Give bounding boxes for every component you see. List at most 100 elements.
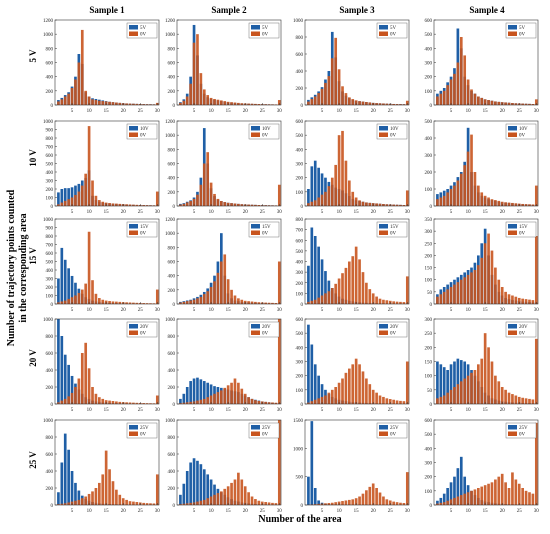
legend-label-15v: 15V [262, 225, 271, 230]
x-tick-label: 20 [121, 509, 127, 514]
legend-swatch-0v [251, 330, 260, 335]
column-title-sample-1: Sample 1 [89, 5, 125, 15]
y-tick-label: 1000 [43, 419, 54, 424]
x-tick-label: 5 [321, 210, 324, 215]
bar-0v-17 [111, 401, 115, 404]
bar-0v-30 [277, 261, 281, 304]
panel-frame [54, 318, 160, 405]
bar-0v-8 [459, 495, 463, 505]
bar-0v-28 [399, 502, 402, 505]
column-title-sample-3: Sample 3 [339, 5, 375, 15]
bar-0v-17 [111, 481, 115, 505]
bar-0v-21 [125, 103, 128, 105]
bar-0v-10 [87, 368, 91, 404]
bar-0v-16 [358, 496, 361, 505]
bar-0v-29 [402, 302, 406, 304]
bar-0v-16 [108, 101, 111, 105]
bar-0v-21 [375, 488, 378, 505]
bar-20v-1 [436, 361, 439, 404]
bar-25v-3 [185, 471, 189, 505]
bar-0v-30 [405, 100, 409, 105]
x-tick-label: 30 [405, 210, 411, 215]
x-tick-label: 20 [500, 308, 506, 313]
bar-0v-28 [528, 398, 531, 404]
x-tick-label: 25 [138, 308, 144, 313]
bar-0v-9 [463, 165, 467, 206]
bar-0v-2 [439, 396, 443, 404]
legend-label-5v: 5V [262, 26, 269, 31]
y-tick-label: 0 [430, 303, 433, 308]
bar-0v-17 [233, 295, 237, 304]
y-tick-label: 200 [46, 286, 54, 291]
bar-0v-20 [500, 201, 504, 206]
bar-15v-1 [307, 265, 310, 304]
bar-0v-5 [192, 198, 196, 206]
y-tick-label: 200 [168, 386, 176, 391]
y-tick-label: 0 [301, 104, 304, 109]
y-tick-label: 300 [296, 271, 304, 276]
x-tick-label: 25 [138, 509, 144, 514]
bar-0v-27 [145, 403, 149, 404]
y-tick-label: 600 [296, 239, 304, 244]
bar-0v-24 [385, 103, 389, 105]
bar-0v-15 [354, 197, 358, 206]
bar-0v-10 [209, 496, 213, 505]
bar-0v-13 [98, 298, 101, 304]
bar-0v-29 [531, 493, 535, 505]
bar-0v-12 [344, 372, 348, 404]
y-tick-label: 400 [46, 470, 54, 475]
bar-0v-15 [483, 195, 487, 206]
bar-0v-19 [368, 289, 372, 305]
bar-0v-30 [405, 472, 409, 505]
y-tick-label: 1000 [293, 447, 304, 452]
x-tick-label: 25 [138, 408, 144, 413]
y-tick-label: 300 [425, 462, 433, 467]
bar-0v-30 [534, 422, 538, 505]
bar-0v-3 [185, 402, 189, 404]
x-tick-label: 5 [193, 308, 196, 313]
bar-0v-17 [233, 378, 237, 404]
x-tick-label: 30 [405, 408, 411, 413]
bar-0v-2 [182, 402, 186, 404]
legend-swatch-20v [379, 324, 388, 329]
bar-0v-8 [80, 353, 84, 404]
bar-0v-8 [80, 185, 84, 206]
y-tick-label: 800 [296, 36, 304, 41]
bar-0v-12 [473, 172, 477, 206]
bar-0v-7 [456, 282, 460, 304]
bar-0v-28 [528, 492, 531, 505]
y-tick-label: 600 [425, 419, 433, 424]
x-tick-label: 30 [277, 210, 283, 215]
bar-0v-23 [254, 103, 257, 105]
bar-0v-15 [354, 100, 358, 105]
bar-0v-27 [145, 303, 149, 304]
y-tick-label: 600 [168, 163, 176, 168]
legend-label-20v: 20V [390, 325, 399, 330]
bar-0v-9 [84, 90, 88, 105]
y-tick-label: 50 [427, 389, 433, 394]
bar-0v-20 [500, 287, 504, 304]
bar-0v-28 [528, 204, 531, 206]
bar-0v-21 [247, 397, 250, 404]
bar-0v-24 [514, 296, 518, 304]
legend-label-0v: 0V [519, 232, 526, 237]
bar-0v-11 [213, 393, 216, 404]
legend-swatch-0v [129, 330, 138, 335]
x-tick-label: 20 [371, 509, 377, 514]
bar-20v-1 [307, 324, 310, 404]
x-tick-label: 30 [534, 109, 540, 114]
bar-0v-28 [271, 502, 274, 506]
bar-0v-16 [108, 400, 111, 404]
bar-0v-10 [466, 79, 470, 105]
x-tick-label: 15 [483, 308, 489, 313]
bar-0v-28 [271, 302, 274, 304]
x-tick-label: 5 [450, 509, 453, 514]
bar-0v-9 [463, 378, 467, 404]
bar-0v-23 [382, 103, 385, 105]
x-tick-label: 20 [243, 210, 249, 215]
bar-15v-3 [63, 259, 67, 304]
bar-0v-16 [230, 482, 233, 505]
bar-0v-24 [385, 300, 389, 304]
bar-0v-11 [213, 281, 216, 304]
bar-0v-9 [334, 502, 338, 505]
